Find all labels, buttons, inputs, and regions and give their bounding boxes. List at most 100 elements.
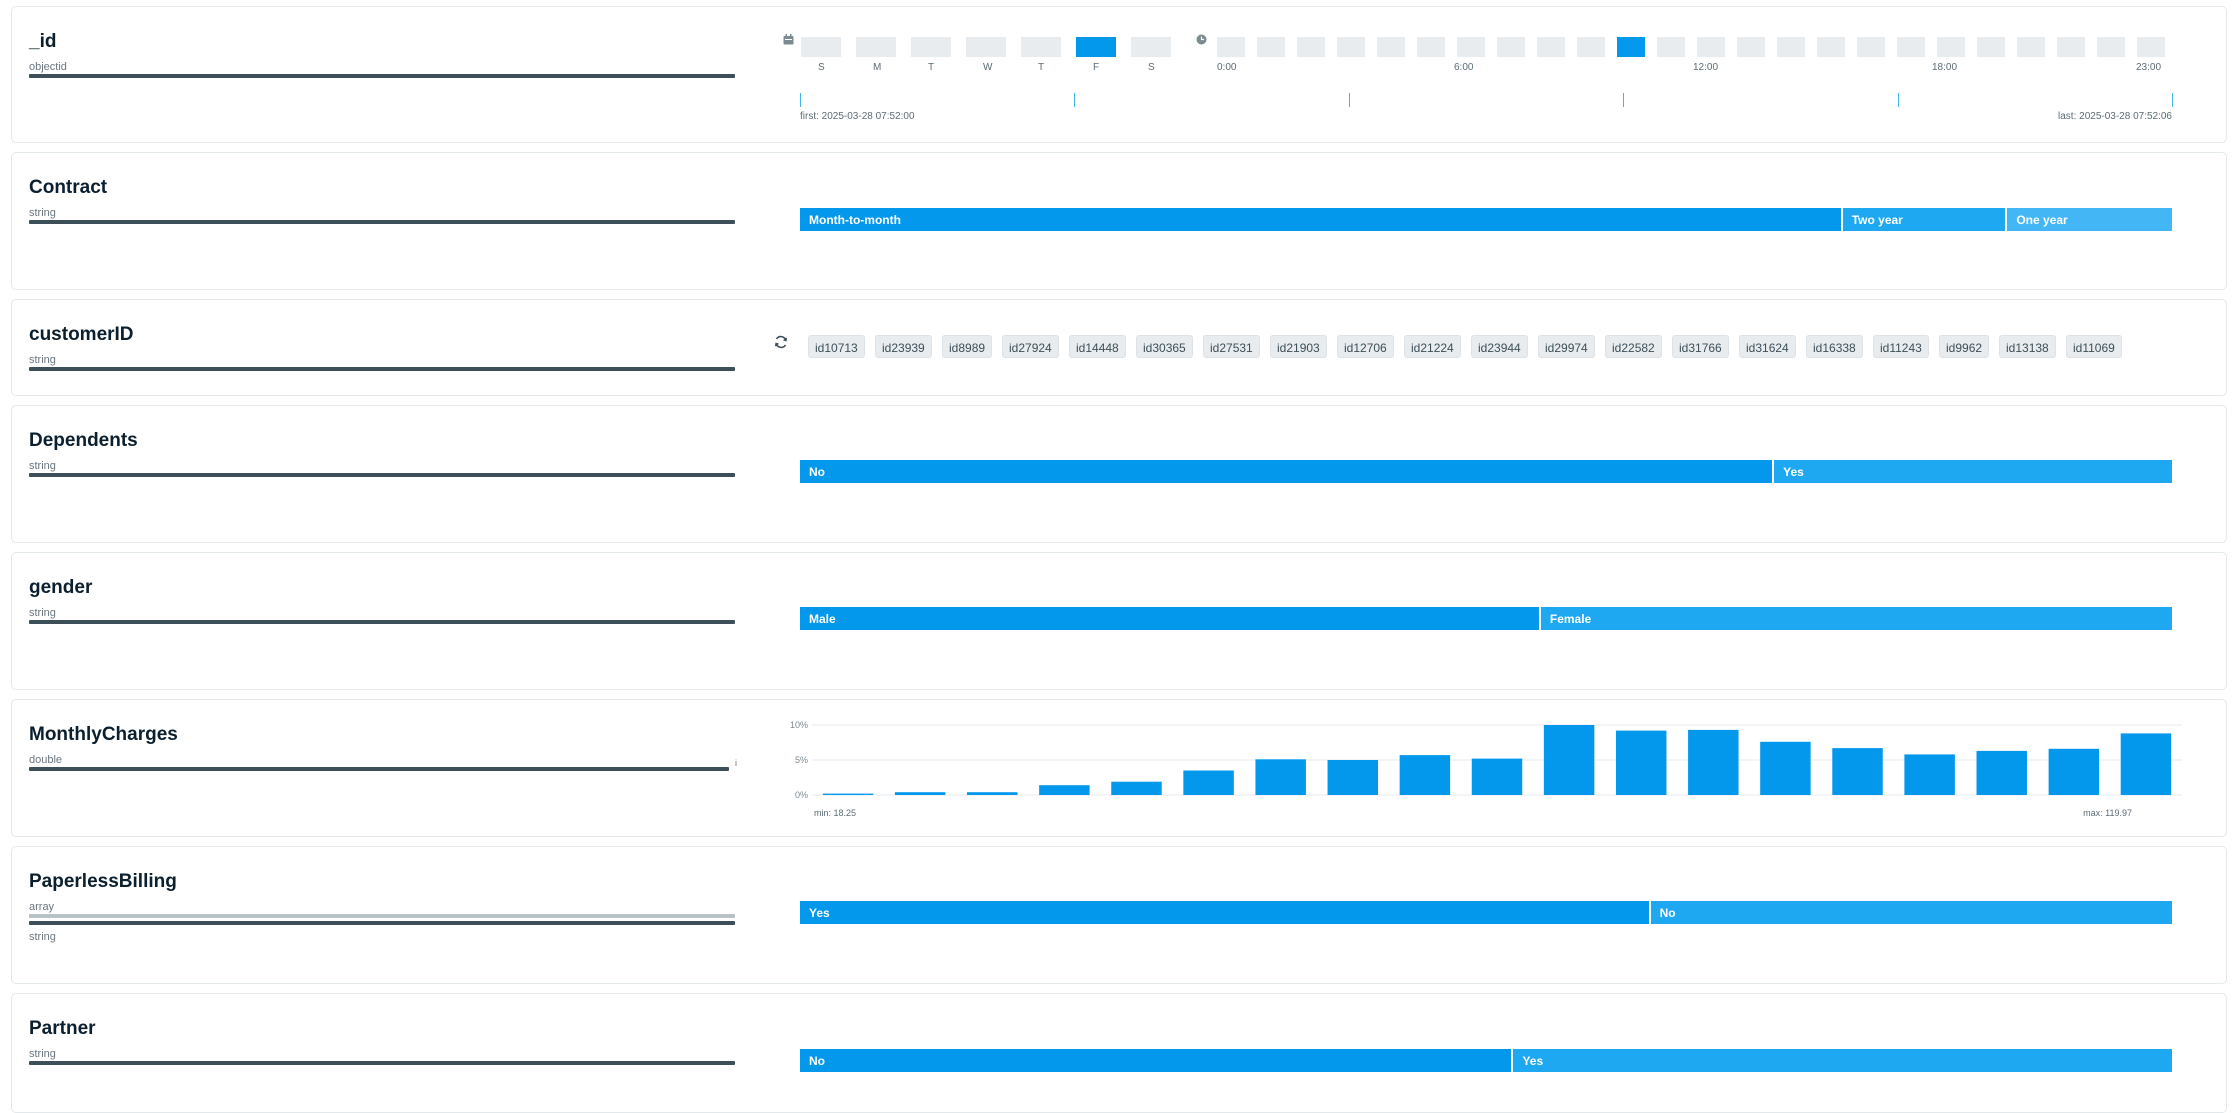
histogram-bar[interactable] xyxy=(1111,781,1162,795)
category-segment[interactable]: Month-to-month xyxy=(800,208,1843,231)
sample-value-chip[interactable]: id13138 xyxy=(1999,335,2056,358)
field-name: PaperlessBilling xyxy=(29,871,177,892)
field-presence-bar[interactable] xyxy=(29,220,735,224)
hour-bar[interactable] xyxy=(2057,37,2085,57)
hour-bar[interactable] xyxy=(1617,37,1645,57)
weekday-label: M xyxy=(873,62,882,73)
sample-value-chip[interactable]: id12706 xyxy=(1337,335,1394,358)
category-segment[interactable]: Female xyxy=(1540,607,2172,630)
calendar-icon xyxy=(783,34,794,45)
sample-value-chip[interactable]: id21224 xyxy=(1404,335,1461,358)
sample-value-chip[interactable]: id11069 xyxy=(2066,335,2122,358)
sample-value-chip[interactable]: id11243 xyxy=(1873,335,1929,358)
field-presence-bar[interactable] xyxy=(29,473,735,477)
histogram-bar[interactable] xyxy=(1760,741,1811,795)
histogram-bar[interactable] xyxy=(1327,760,1379,795)
histogram-bar[interactable] xyxy=(1832,748,1883,795)
histogram-bar[interactable] xyxy=(1976,750,2027,795)
hour-bar[interactable] xyxy=(1897,37,1925,57)
hour-bar[interactable] xyxy=(1417,37,1445,57)
sample-value-chip[interactable]: id14448 xyxy=(1069,335,1126,358)
histogram-bar[interactable] xyxy=(1615,730,1667,795)
category-segment[interactable]: Yes xyxy=(1774,460,2172,483)
hour-bar[interactable] xyxy=(1497,37,1525,57)
category-segment[interactable]: No xyxy=(1650,901,2172,924)
histogram-bar[interactable] xyxy=(967,792,1018,795)
sample-value-chip[interactable]: id27531 xyxy=(1203,335,1260,358)
histogram-bar[interactable] xyxy=(1255,759,1306,795)
sample-value-chip[interactable]: id31766 xyxy=(1672,335,1729,358)
hour-bar[interactable] xyxy=(1857,37,1885,57)
first-timestamp: first: 2025-03-28 07:52:00 xyxy=(800,111,915,122)
field-presence-bar[interactable]: i xyxy=(29,758,737,771)
sample-value-chip[interactable]: id21903 xyxy=(1270,335,1327,358)
hour-bar[interactable] xyxy=(1937,37,1965,57)
histogram-bar[interactable] xyxy=(822,793,874,795)
sample-value-chip[interactable]: id23944 xyxy=(1471,335,1528,358)
hour-bar[interactable] xyxy=(1457,37,1485,57)
sample-value-chip[interactable]: id22582 xyxy=(1605,335,1662,358)
histogram-bar[interactable] xyxy=(2120,733,2172,795)
field-card-monthlycharges: MonthlyCharges double i 10% 5% 0% min: 18.2… xyxy=(11,699,2227,837)
hour-bar[interactable] xyxy=(1697,37,1725,57)
weekday-bar[interactable] xyxy=(1076,37,1116,57)
category-segment[interactable]: No xyxy=(800,1049,1514,1072)
sample-value-chip[interactable]: id31624 xyxy=(1739,335,1796,358)
sample-value-chip[interactable]: id8989 xyxy=(942,335,993,358)
field-presence-bar[interactable] xyxy=(29,1061,735,1065)
weekday-bar[interactable] xyxy=(911,37,951,57)
sample-value-chip[interactable]: id10713 xyxy=(808,335,865,358)
weekday-bar[interactable] xyxy=(1131,37,1171,57)
hour-bar[interactable] xyxy=(1537,37,1565,57)
histogram-bar[interactable] xyxy=(1688,729,1739,795)
category-segment[interactable]: One year xyxy=(2007,208,2172,231)
field-type: string xyxy=(29,607,56,619)
histogram-bar[interactable] xyxy=(1399,755,1451,795)
hour-bar[interactable] xyxy=(2017,37,2045,57)
hour-bar[interactable] xyxy=(1977,37,2005,57)
category-segment[interactable]: Male xyxy=(800,607,1541,630)
category-segment[interactable]: Yes xyxy=(800,901,1651,924)
category-segment[interactable]: No xyxy=(800,460,1775,483)
sample-value-chip[interactable]: id29974 xyxy=(1538,335,1595,358)
histogram-bar[interactable] xyxy=(894,792,946,795)
hour-bar[interactable] xyxy=(1737,37,1765,57)
weekday-bar[interactable] xyxy=(856,37,896,57)
sample-value-chip[interactable]: id9962 xyxy=(1939,335,1990,358)
hour-bar[interactable] xyxy=(2097,37,2125,57)
field-presence-bar[interactable] xyxy=(29,921,735,925)
sample-value-chip[interactable]: id27924 xyxy=(1002,335,1059,358)
category-segment[interactable]: Two year xyxy=(1842,208,2008,231)
histogram-bar[interactable] xyxy=(1543,725,1595,795)
weekday-label: S xyxy=(818,62,825,73)
histogram-bar[interactable] xyxy=(1039,785,1090,795)
field-presence-bar[interactable] xyxy=(29,620,735,624)
hour-bar[interactable] xyxy=(1377,37,1405,57)
weekday-bar[interactable] xyxy=(1021,37,1061,57)
max-label: max: 119.97 xyxy=(2083,808,2132,818)
hour-bar[interactable] xyxy=(1257,37,1285,57)
weekday-bar[interactable] xyxy=(966,37,1006,57)
hour-bar[interactable] xyxy=(2137,37,2165,57)
hour-bar[interactable] xyxy=(1337,37,1365,57)
sample-value-chip[interactable]: id30365 xyxy=(1136,335,1193,358)
hour-bar[interactable] xyxy=(1297,37,1325,57)
field-presence-bar[interactable] xyxy=(29,367,735,371)
histogram-bar[interactable] xyxy=(1904,754,1955,795)
category-segment[interactable]: Yes xyxy=(1513,1049,2172,1072)
refresh-icon[interactable] xyxy=(774,335,788,349)
sample-value-chip[interactable]: id23939 xyxy=(875,335,932,358)
field-presence-bar[interactable] xyxy=(29,74,735,78)
hour-bar[interactable] xyxy=(1817,37,1845,57)
weekday-bar[interactable] xyxy=(801,37,841,57)
hour-bar[interactable] xyxy=(1577,37,1605,57)
hour-bar[interactable] xyxy=(1657,37,1685,57)
hour-bar[interactable] xyxy=(1777,37,1805,57)
field-presence-bar-array[interactable] xyxy=(29,914,735,918)
histogram-bar[interactable] xyxy=(1471,758,1523,795)
histogram-bar[interactable] xyxy=(2048,748,2100,795)
histogram-bar[interactable] xyxy=(1183,770,1234,796)
sample-value-chip[interactable]: id16338 xyxy=(1806,335,1863,358)
weekday-label: T xyxy=(1038,62,1045,73)
hour-bar[interactable] xyxy=(1217,37,1245,57)
